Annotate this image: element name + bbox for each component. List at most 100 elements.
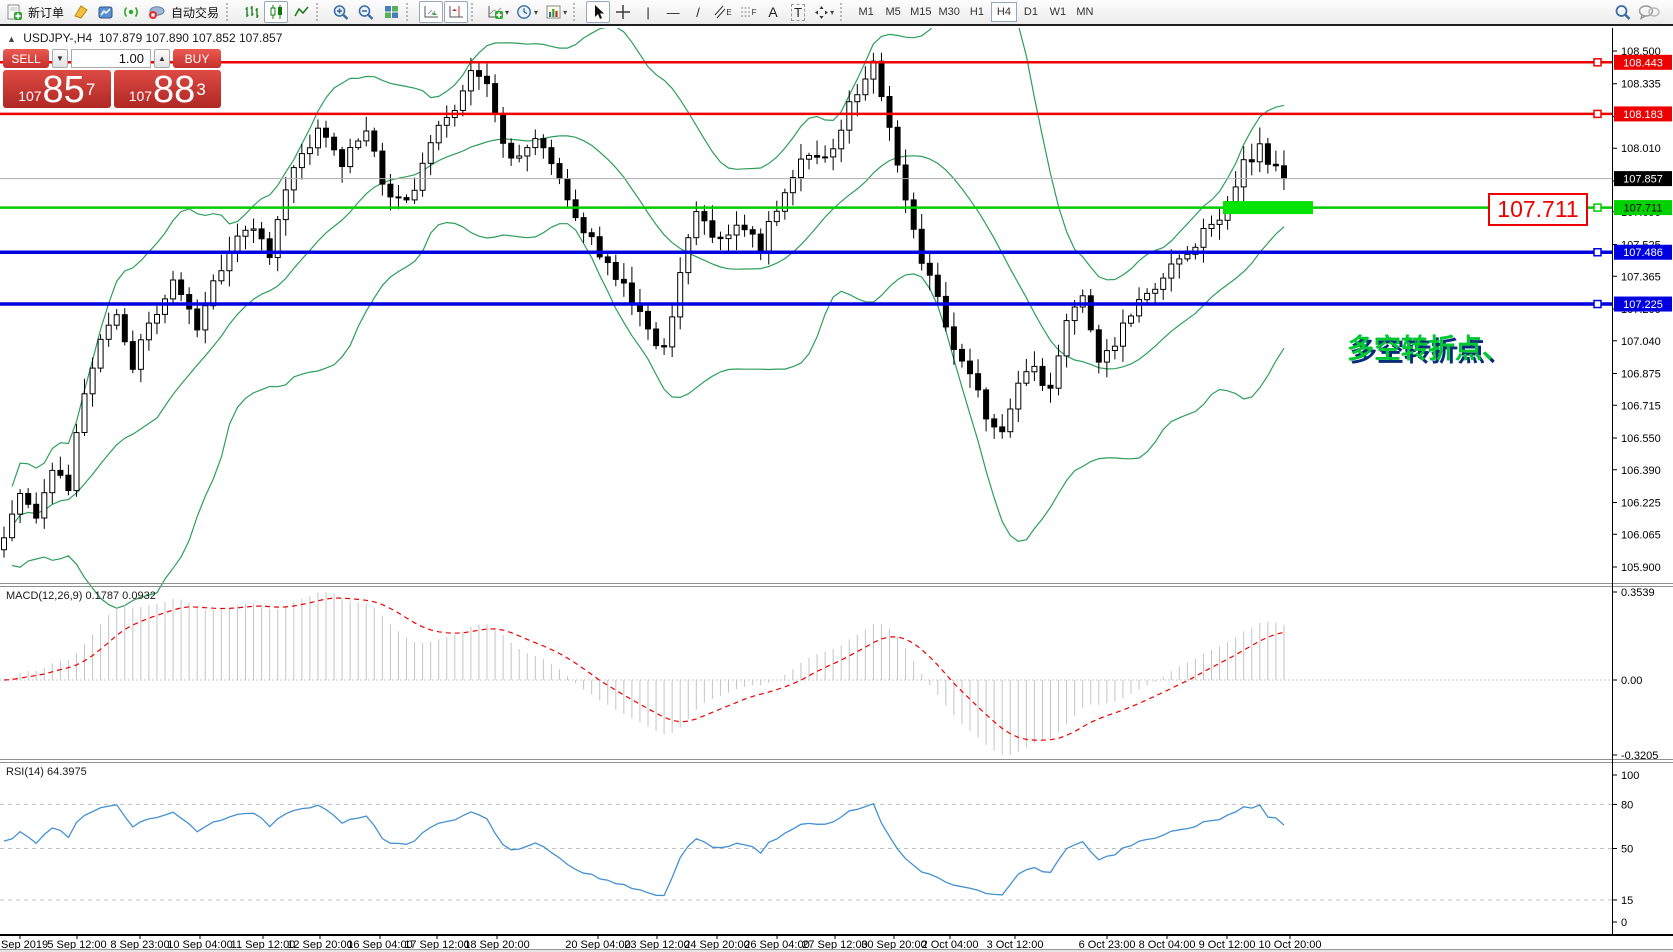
buy-price-display[interactable]: 107 88 3 [113,69,221,111]
trendline-tool-button[interactable]: / [686,1,710,23]
svg-text:100: 100 [1621,770,1639,782]
candlestick-icon [270,5,282,19]
data-window-icon [98,6,113,19]
market-watch-button[interactable] [69,1,93,23]
sell-price-display[interactable]: 107 85 7 [3,70,111,109]
tile-windows-button[interactable] [379,1,403,23]
svg-text:24 Sep 20:00: 24 Sep 20:00 [684,939,749,951]
timeframe-button-H4[interactable]: H4 [990,2,1017,22]
crosshair-tool-button[interactable] [611,1,635,23]
volume-input[interactable]: 1.00 [71,49,151,68]
search-icon [1615,4,1631,20]
new-order-label[interactable]: 新订单 [28,5,65,20]
chart-chrome-layer [0,28,1673,936]
svg-text:105.900: 105.900 [1621,562,1661,574]
auto-scroll-button[interactable] [419,1,444,23]
timeframe-button-D1[interactable]: D1 [1023,6,1038,18]
cursor-tool-button[interactable] [586,1,611,23]
text-label-tool-button[interactable]: T [786,1,810,23]
chart-shift-icon [449,6,463,18]
svg-text:16 Sep 04:00: 16 Sep 04:00 [347,939,412,951]
collapse-arrow-icon[interactable]: ▲ [7,34,16,44]
toolbar-grip [471,3,479,21]
volume-up-button[interactable]: ▲ [154,49,170,68]
volume-down-button[interactable]: ▼ [52,49,68,68]
auto-trading-button[interactable] [144,1,169,23]
indicators-button[interactable]: ▾ [484,1,512,23]
templates-icon [546,5,561,19]
vline-icon: | [646,4,650,20]
svg-text:106.065: 106.065 [1621,529,1661,541]
svg-text:27 Sep 12:00: 27 Sep 12:00 [802,939,867,951]
vertical-line-tool-button[interactable]: | [636,1,660,23]
new-order-icon [7,4,22,20]
svg-text:50: 50 [1621,844,1633,856]
timeframe-button-MN[interactable]: MN [1076,6,1094,18]
chart-shift-button[interactable] [444,1,469,23]
rsi-label: RSI(14) 64.3975 [6,766,87,778]
horizontal-line-tool-button[interactable]: — [661,1,685,23]
add-indicator-icon [488,6,504,19]
svg-text:107.365: 107.365 [1621,271,1661,283]
signals-button[interactable] [119,1,143,23]
price-tag-label[interactable]: 107.711 [1488,192,1588,226]
timeframe-button-M30[interactable]: M30 [938,6,960,18]
periods-button[interactable]: ▾ [513,1,541,23]
buy-price-prefix: 107 [128,88,153,104]
svg-text:107.857: 107.857 [1623,174,1663,186]
chart-text-annotation[interactable]: 多空转折点、 [1347,334,1509,364]
signals-icon [124,6,138,18]
sell-button[interactable]: SELL [3,49,49,68]
buy-price-sup: 3 [196,80,206,99]
bar-chart-type-button[interactable] [239,1,263,23]
chat-button[interactable] [1635,1,1663,23]
zoom-in-button[interactable] [329,1,353,23]
fibonacci-tool-button[interactable]: F [736,1,760,23]
search-button[interactable] [1611,1,1635,23]
candlestick-type-button[interactable] [264,1,289,23]
bottom-scrollbar[interactable] [0,949,1673,952]
cursor-icon [594,5,604,19]
svg-text:106.715: 106.715 [1621,400,1661,412]
svg-text:5 Sep 12:00: 5 Sep 12:00 [47,939,106,951]
buy-price-big: 88 [153,69,196,111]
chart-canvas[interactable]: 108.500108.335108.170108.010107.845107.6… [0,28,1673,952]
channel-tool-button[interactable]: E [711,1,735,23]
horizontal-lines-layer[interactable] [0,58,1612,309]
templates-button[interactable]: ▾ [542,1,570,23]
toolbar-grip [840,3,848,21]
hline-icon: — [666,4,680,20]
svg-text:0.00: 0.00 [1621,675,1642,687]
price-axis: 108.500108.335108.170108.010107.845107.6… [1612,46,1672,929]
data-window-button[interactable] [94,1,118,23]
zoom-out-icon [358,4,374,20]
timeframe-button-M5[interactable]: M5 [885,6,901,18]
svg-text:108.443: 108.443 [1623,57,1663,69]
zoom-out-button[interactable] [354,1,378,23]
svg-text:106.550: 106.550 [1621,433,1661,445]
text-tool-button[interactable]: A [761,1,785,23]
svg-text:6 Oct 23:00: 6 Oct 23:00 [1079,939,1136,951]
timeframe-button-M15[interactable]: M15 [910,6,932,18]
timeframe-button-H1[interactable]: H1 [969,6,984,18]
auto-trading-label[interactable]: 自动交易 [171,5,220,20]
text-tool-icon: A [768,4,778,20]
line-chart-type-button[interactable] [289,1,313,23]
buy-button[interactable]: BUY [173,49,221,68]
svg-text:-0.3205: -0.3205 [1621,750,1658,762]
svg-text:20 Sep 04:00: 20 Sep 04:00 [565,939,630,951]
new-order-button[interactable] [2,1,26,23]
svg-text:8 Sep 23:00: 8 Sep 23:00 [110,939,169,951]
tile-windows-icon [384,6,398,18]
arrows-tool-button[interactable]: ▾ [811,1,837,23]
svg-text:107.040: 107.040 [1621,336,1661,348]
bollinger-bands-layer [11,28,1285,609]
one-click-trading-panel: SELL ▼ 1.00 ▲ BUY 107 85 7 107 88 3 [3,49,221,111]
macd-layer [0,592,1612,755]
toolbar-grip [406,3,414,21]
svg-text:0.3539: 0.3539 [1621,587,1655,599]
svg-text:107.225: 107.225 [1623,299,1663,311]
timeframe-button-M1[interactable]: M1 [858,6,874,18]
timeframe-button-W1[interactable]: W1 [1049,6,1067,18]
